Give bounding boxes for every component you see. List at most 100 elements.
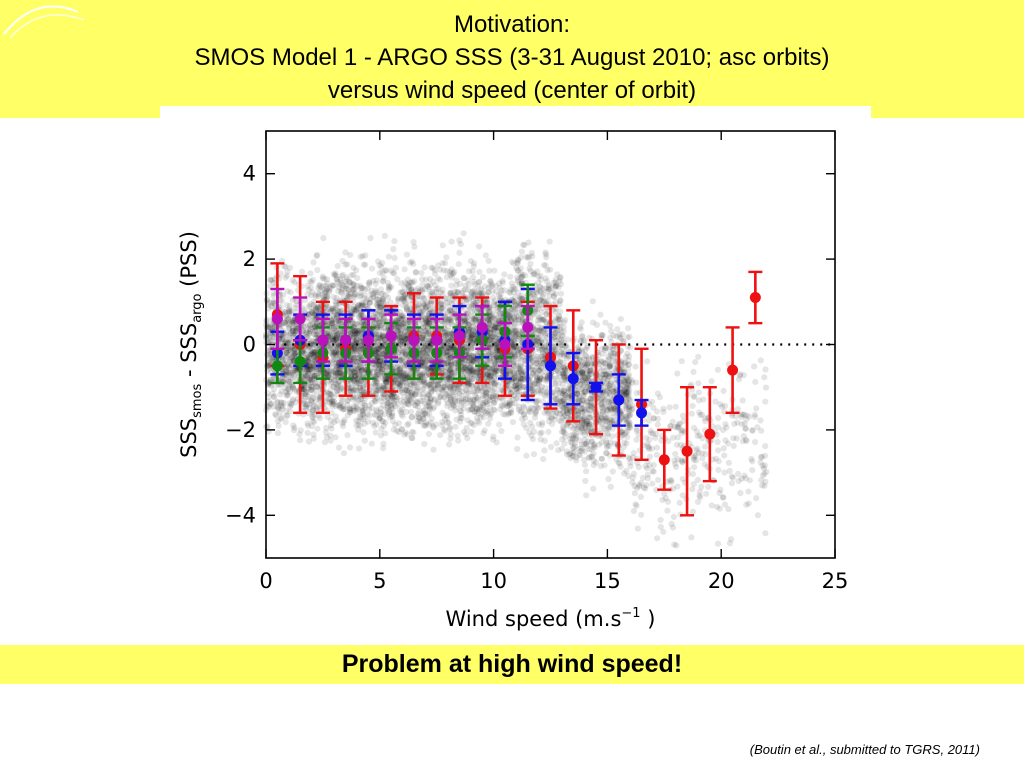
scatter-point <box>308 351 315 358</box>
scatter-point <box>509 346 516 353</box>
scatter-point <box>378 318 385 325</box>
scatter-point <box>512 331 519 338</box>
scatter-point <box>484 386 491 393</box>
scatter-point <box>281 319 289 327</box>
scatter-point <box>399 315 406 322</box>
scatter-point <box>476 243 483 250</box>
scatter-point <box>460 372 467 379</box>
scatter-point <box>285 351 292 359</box>
scatter-point <box>306 330 313 337</box>
scatter-point <box>420 369 427 376</box>
scatter-point <box>287 339 294 346</box>
scatter-point <box>424 299 431 306</box>
scatter-point <box>270 298 277 305</box>
scatter-point <box>308 386 315 394</box>
scatter-point <box>266 334 274 341</box>
scatter-point <box>518 248 525 255</box>
scatter-point <box>394 363 401 370</box>
scatter-point <box>376 301 383 308</box>
scatter-point <box>285 377 292 384</box>
scatter-point <box>314 266 321 274</box>
scatter-point <box>301 366 308 373</box>
scatter-point <box>368 440 375 447</box>
scatter-point <box>388 267 395 274</box>
scatter-point <box>332 372 339 379</box>
scatter-point <box>437 380 444 387</box>
scatter-point <box>301 397 308 404</box>
scatter-point <box>333 335 340 342</box>
scatter-point <box>437 394 444 401</box>
scatter-point <box>293 308 300 315</box>
scatter-point <box>443 376 451 383</box>
scatter-point <box>446 298 453 305</box>
scatter-point <box>385 253 392 260</box>
scatter-point <box>408 258 415 265</box>
scatter-point <box>303 373 310 380</box>
scatter-point <box>420 356 427 363</box>
scatter-point <box>405 420 412 427</box>
scatter-point <box>268 338 275 345</box>
scatter-point <box>505 312 512 319</box>
scatter-point <box>513 378 520 385</box>
scatter-point <box>286 309 293 317</box>
scatter-point <box>492 392 499 399</box>
scatter-point <box>451 370 458 378</box>
scatter-point <box>305 311 312 318</box>
scatter-point <box>328 368 335 375</box>
scatter-point <box>305 422 312 429</box>
scatter-point <box>302 373 309 380</box>
scatter-point <box>342 261 349 268</box>
scatter-point <box>480 401 487 409</box>
scatter-point <box>333 305 340 312</box>
scatter-point <box>324 302 331 309</box>
scatter-point <box>397 334 404 341</box>
scatter-point <box>274 404 281 411</box>
scatter-point <box>368 399 376 407</box>
scatter-point <box>289 325 296 332</box>
scatter-point <box>347 406 354 413</box>
scatter-point <box>333 388 340 395</box>
scatter-point <box>407 319 414 326</box>
scatter-point <box>345 294 352 301</box>
scatter-point <box>291 350 298 357</box>
scatter-point <box>419 353 427 360</box>
scatter-point <box>307 363 314 370</box>
scatter-point <box>289 317 296 324</box>
scatter-point <box>488 312 495 319</box>
scatter-point <box>307 386 314 394</box>
scatter-point <box>373 421 380 428</box>
scatter-point <box>278 375 285 382</box>
scatter-point <box>288 401 295 408</box>
scatter-point <box>380 345 387 353</box>
scatter-point <box>430 320 437 327</box>
scatter-point <box>297 437 304 444</box>
scatter-point <box>382 419 389 426</box>
scatter-point <box>288 337 295 344</box>
scatter-point <box>304 393 312 400</box>
scatter-point <box>366 279 373 286</box>
scatter-point <box>456 390 463 397</box>
scatter-point <box>466 381 473 388</box>
scatter-point <box>351 346 359 353</box>
scatter-point <box>328 398 336 405</box>
scatter-point <box>443 267 450 275</box>
scatter-point <box>279 405 286 412</box>
scatter-point <box>411 243 418 250</box>
scatter-point <box>421 264 428 271</box>
scatter-point <box>358 405 365 412</box>
scatter-point <box>287 344 294 351</box>
scatter-point <box>296 431 303 438</box>
scatter-point <box>466 326 473 334</box>
scatter-point <box>461 317 468 324</box>
scatter-point <box>307 351 314 358</box>
scatter-point <box>286 356 294 363</box>
scatter-point <box>353 331 361 338</box>
scatter-point <box>311 402 318 409</box>
scatter-point <box>305 311 312 318</box>
scatter-point <box>420 338 427 345</box>
scatter-point <box>287 358 294 365</box>
scatter-point <box>422 276 430 283</box>
scatter-point <box>370 294 377 301</box>
scatter-point <box>380 277 387 284</box>
scatter-point <box>353 405 360 412</box>
